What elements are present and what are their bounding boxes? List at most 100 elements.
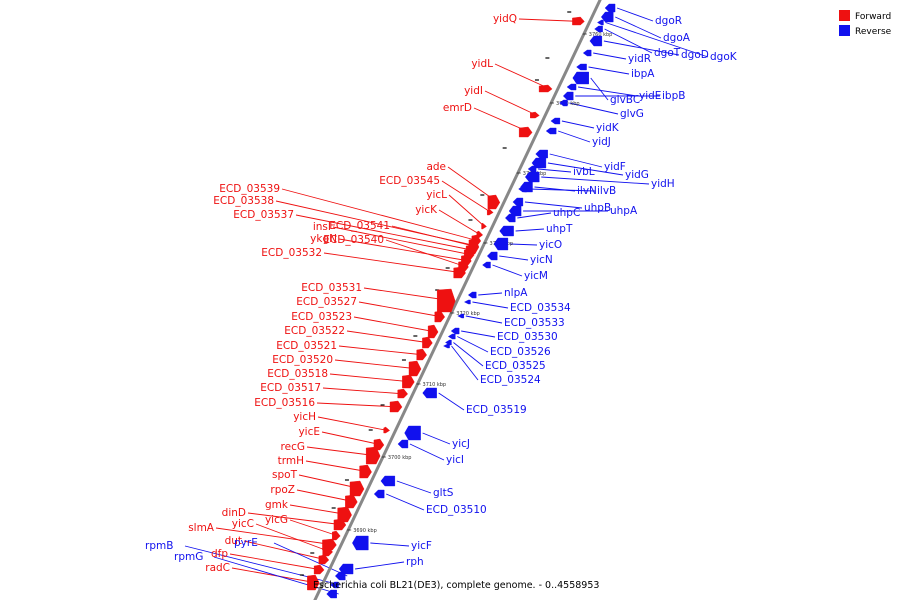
- gene-reverse-ecd-03524[interactable]: [443, 343, 450, 349]
- gene-label-ecd-03534[interactable]: ECD_03534: [510, 302, 571, 314]
- gene-reverse-ecd-03510[interactable]: [373, 489, 385, 499]
- gene-forward-yicc[interactable]: [322, 546, 333, 557]
- gene-reverse-ibpa[interactable]: [576, 63, 587, 71]
- gene-reverse-yidh[interactable]: [524, 171, 540, 183]
- gene-reverse-uhpa[interactable]: [508, 205, 522, 217]
- gene-label-ecd-03540[interactable]: ECD_03540: [323, 234, 384, 246]
- gene-forward-emrd[interactable]: [518, 126, 533, 138]
- gene-label-dgod[interactable]: dgoD: [681, 49, 709, 61]
- gene-label-glvbc[interactable]: glvBC: [610, 94, 640, 106]
- gene-label-ecd-03522[interactable]: ECD_03522: [284, 325, 345, 337]
- gene-reverse-yicn[interactable]: [486, 251, 498, 261]
- gene-reverse-glts[interactable]: [380, 475, 396, 487]
- gene-label-ecd-03519[interactable]: ECD_03519: [466, 404, 527, 416]
- gene-reverse-yicm[interactable]: [482, 261, 491, 269]
- gene-label-dgok[interactable]: dgoK: [710, 51, 738, 63]
- gene-reverse-yide[interactable]: [566, 83, 577, 91]
- gene-label-ecd-03510[interactable]: ECD_03510: [426, 504, 487, 516]
- gene-label-ecd-03533[interactable]: ECD_03533: [504, 317, 565, 329]
- gene-label-yide[interactable]: yidE: [639, 90, 661, 102]
- gene-label-yicn[interactable]: yicN: [530, 254, 553, 266]
- gene-forward-ecd-03541[interactable]: [468, 238, 480, 255]
- gene-reverse-glvg[interactable]: [559, 99, 568, 107]
- gene-reverse-ecd-03534[interactable]: [464, 299, 471, 305]
- gene-forward-ecd-03527[interactable]: [434, 310, 445, 323]
- gene-forward-dut[interactable]: [318, 554, 330, 565]
- gene-label-dind[interactable]: dinD: [222, 507, 246, 519]
- gene-label-slma[interactable]: slmA: [188, 522, 215, 534]
- gene-label-dut[interactable]: dut: [225, 535, 242, 547]
- gene-label-yidq[interactable]: yidQ: [493, 13, 517, 25]
- gene-forward-ecd-03516[interactable]: [389, 400, 403, 413]
- gene-reverse-yico[interactable]: [493, 237, 509, 251]
- gene-label-ecd-03538[interactable]: ECD_03538: [213, 195, 274, 207]
- gene-forward-ecd-03517[interactable]: [397, 388, 408, 399]
- gene-label-ecd-03531[interactable]: ECD_03531: [301, 282, 362, 294]
- gene-reverse-ecd-03526[interactable]: [447, 333, 456, 340]
- gene-label-yidi[interactable]: yidI: [464, 85, 483, 97]
- gene-label-yidf[interactable]: yidF: [604, 161, 626, 173]
- gene-forward-dfp[interactable]: [313, 564, 325, 575]
- gene-label-ecd-03537[interactable]: ECD_03537: [233, 209, 294, 221]
- gene-label-yicj[interactable]: yicJ: [452, 438, 470, 450]
- gene-reverse-yici[interactable]: [397, 439, 409, 449]
- gene-label-yice[interactable]: yicE: [298, 426, 320, 438]
- gene-label-dfp[interactable]: dfp: [211, 548, 228, 560]
- gene-forward-ecd-03520[interactable]: [408, 360, 422, 377]
- gene-reverse-uhpc[interactable]: [505, 213, 516, 223]
- gene-label-yidg[interactable]: yidG: [625, 169, 649, 181]
- gene-label-ecd-03517[interactable]: ECD_03517: [260, 382, 321, 394]
- gene-label-ecd-03525[interactable]: ECD_03525: [485, 360, 546, 372]
- gene-reverse-pyre[interactable]: [334, 571, 346, 581]
- gene-label-yidl[interactable]: yidL: [471, 58, 493, 70]
- gene-reverse-nlpa[interactable]: [467, 291, 477, 299]
- gene-label-ecd-03523[interactable]: ECD_03523: [291, 311, 352, 323]
- gene-label-uhpc[interactable]: uhpC: [553, 207, 580, 219]
- gene-forward-ecd-03545[interactable]: [487, 208, 494, 216]
- gene-label-yidk[interactable]: yidK: [596, 122, 620, 134]
- gene-reverse-dgoa[interactable]: [600, 11, 614, 23]
- gene-reverse-yicj[interactable]: [404, 425, 421, 441]
- gene-reverse-yidg[interactable]: [531, 157, 547, 169]
- gene-forward-yidi[interactable]: [530, 111, 540, 119]
- gene-reverse-yidf[interactable]: [535, 149, 548, 159]
- gene-reverse-rpmb[interactable]: [330, 581, 339, 589]
- gene-label-yicf[interactable]: yicF: [411, 540, 432, 552]
- gene-label-rpoz[interactable]: rpoZ: [270, 484, 295, 496]
- gene-label-rpmg[interactable]: rpmG: [174, 551, 203, 563]
- gene-label-radc[interactable]: radC: [205, 562, 230, 574]
- gene-reverse-ibpb[interactable]: [562, 91, 574, 101]
- gene-label-ecd-03530[interactable]: ECD_03530: [497, 331, 558, 343]
- gene-label-ilvn[interactable]: ilvN: [577, 185, 597, 197]
- gene-reverse-uhpb[interactable]: [512, 197, 524, 207]
- gene-label-glvg[interactable]: glvG: [620, 108, 644, 120]
- gene-label-ecd-03521[interactable]: ECD_03521: [276, 340, 337, 352]
- gene-label-yidr[interactable]: yidR: [628, 53, 651, 65]
- gene-label-ecd-03524[interactable]: ECD_03524: [480, 374, 541, 386]
- gene-label-ilvb[interactable]: ilvB: [597, 185, 616, 197]
- gene-label-yici[interactable]: yicI: [446, 454, 464, 466]
- gene-forward-radc[interactable]: [307, 574, 320, 591]
- gene-label-dgor[interactable]: dgoR: [655, 15, 682, 27]
- gene-forward-yicg[interactable]: [332, 530, 341, 541]
- gene-label-yicg[interactable]: yicG: [265, 514, 288, 526]
- gene-label-ibpa[interactable]: ibpA: [631, 68, 655, 80]
- gene-label-yicm[interactable]: yicM: [524, 270, 548, 282]
- gene-reverse-ecd-03519[interactable]: [422, 387, 437, 399]
- gene-label-ecd-03532[interactable]: ECD_03532: [261, 247, 322, 259]
- gene-label-ykgn[interactable]: ykgN: [310, 233, 337, 245]
- gene-label-glts[interactable]: gltS: [433, 487, 454, 499]
- gene-reverse-ilvb[interactable]: [518, 185, 527, 193]
- gene-label-rpmb[interactable]: rpmB: [145, 540, 173, 552]
- gene-label-insi[interactable]: insI: [313, 221, 331, 233]
- gene-forward-ecd-03521[interactable]: [416, 348, 427, 361]
- gene-label-dgot[interactable]: dgoT: [654, 47, 681, 59]
- gene-reverse-ecd-03525[interactable]: [445, 339, 452, 346]
- gene-label-ibpb[interactable]: ibpB: [662, 90, 685, 102]
- gene-forward-yidl[interactable]: [538, 84, 553, 93]
- gene-label-pyre[interactable]: pyrE: [234, 537, 258, 549]
- gene-reverse-glvbc[interactable]: [572, 71, 589, 85]
- gene-reverse-dgot[interactable]: [594, 25, 603, 33]
- gene-forward-ecd-03531[interactable]: [437, 288, 456, 313]
- gene-label-rph[interactable]: rph: [406, 556, 424, 568]
